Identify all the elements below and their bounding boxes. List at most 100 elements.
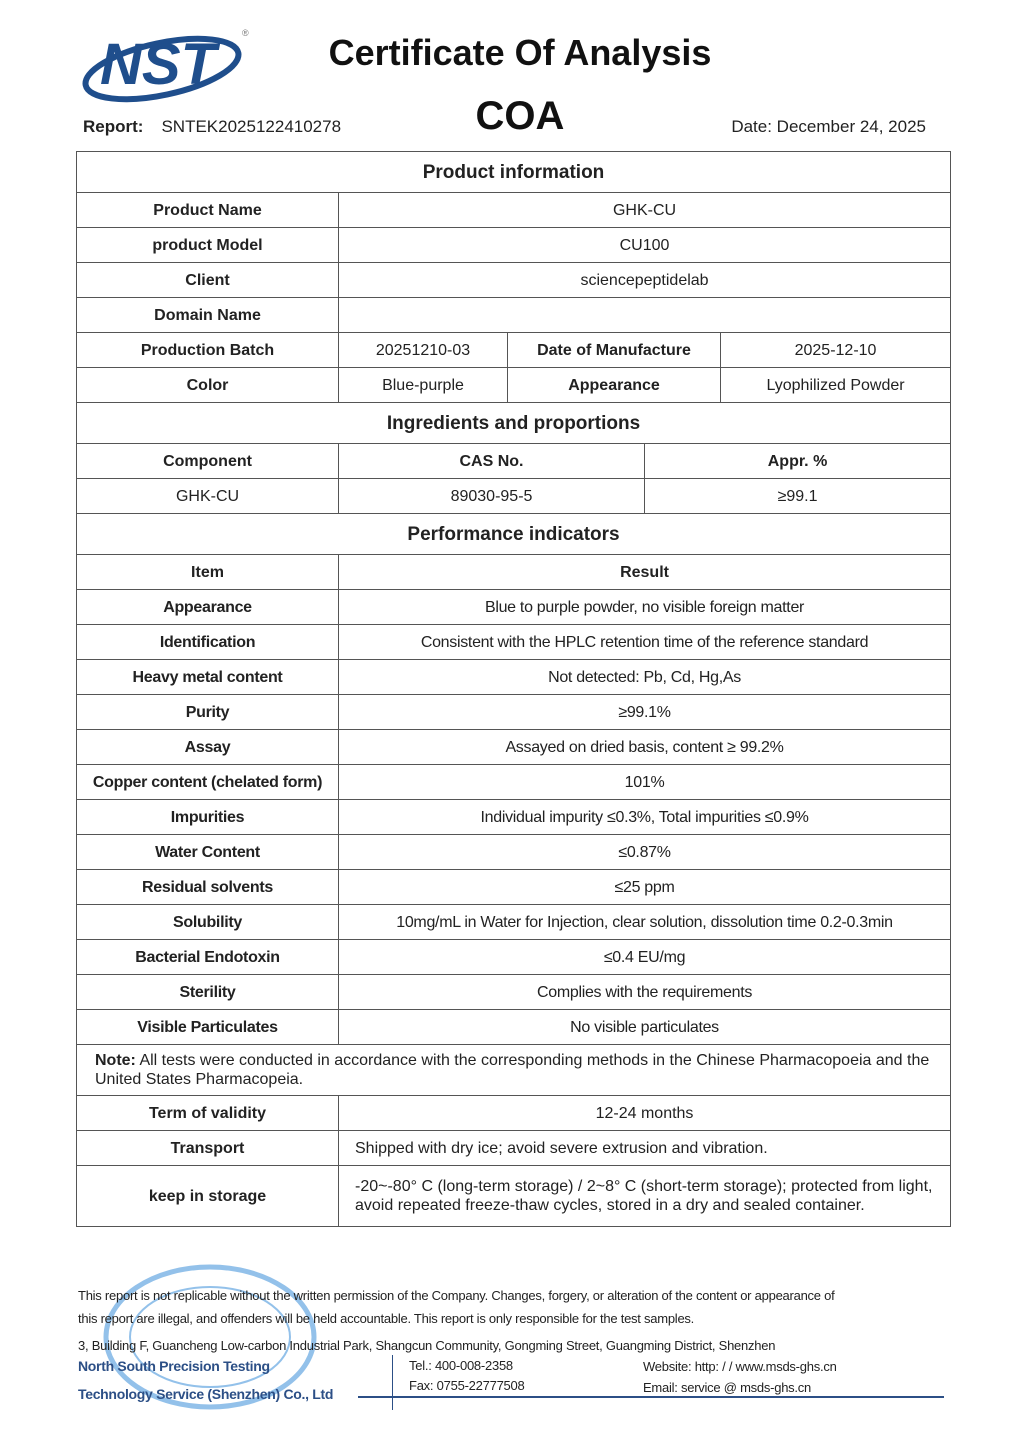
website-link[interactable]: Website: http: / / www.msds-ghs.cn	[643, 1359, 837, 1374]
table-row: product Model CU100	[76, 227, 952, 263]
table-cell: GHK-CU	[76, 478, 339, 514]
table-row: Purity ≥99.1%	[76, 694, 952, 730]
column-header: Appr. %	[643, 443, 952, 479]
document-subtitle: COA	[475, 94, 565, 138]
field-value: Lyophilized Powder	[719, 367, 952, 403]
column-header: CAS No.	[338, 443, 645, 479]
table-row: Water Content ≤0.87%	[76, 834, 952, 870]
coa-table: Product information Product Name GHK-CU pro…	[75, 151, 952, 1227]
section-title: Product information	[75, 151, 952, 193]
table-row: Product Name GHK-CU	[76, 192, 952, 228]
report-label: Report:	[83, 117, 144, 136]
item-name: Transport	[76, 1130, 339, 1166]
table-row: Domain Name	[76, 297, 952, 333]
item-name: Impurities	[76, 799, 339, 835]
table-row: Color Blue-purple Appearance Lyophilized Po…	[76, 367, 952, 403]
field-value: Blue-purple	[338, 367, 508, 403]
table-row: Impurities Individual impurity ≤0.3%, Tot…	[76, 799, 952, 835]
item-name: Heavy metal content	[76, 659, 339, 695]
address: 3, Building F, Guancheng Low-carbon Indu…	[78, 1338, 776, 1353]
table-row: Residual solvents ≤25 ppm	[76, 869, 952, 905]
table-row: Copper content (chelated form) 101%	[76, 764, 952, 800]
field-label: Color	[76, 367, 339, 403]
item-name: Bacterial Endotoxin	[76, 939, 339, 975]
footer-vertical-divider	[392, 1355, 393, 1410]
item-result: ≤25 ppm	[337, 869, 952, 905]
company-name-2: Technology Service (Shenzhen) Co., Ltd	[78, 1386, 334, 1402]
field-label: Production Batch	[76, 332, 339, 368]
item-name: Appearance	[76, 589, 339, 625]
table-row: Assay Assayed on dried basis, content ≥ 9…	[76, 729, 952, 765]
field-value	[337, 297, 952, 333]
section-title: Ingredients and proportions	[75, 402, 952, 444]
svg-text:®: ®	[242, 28, 249, 38]
table-row: Heavy metal content Not detected: Pb, Cd,…	[76, 659, 952, 695]
note-text: All tests were conducted in accordance w…	[95, 1052, 930, 1088]
field-value: 2025-12-10	[719, 332, 952, 368]
item-result: Shipped with dry ice; avoid severe extru…	[337, 1130, 952, 1166]
item-result: Not detected: Pb, Cd, Hg,As	[337, 659, 952, 695]
report-date: Date: December 24, 2025	[731, 117, 926, 136]
column-header: Result	[337, 554, 952, 590]
item-name: keep in storage	[76, 1165, 339, 1227]
column-header: Item	[76, 554, 339, 590]
item-result: Individual impurity ≤0.3%, Total impurit…	[337, 799, 952, 835]
item-result: ≤0.4 EU/mg	[337, 939, 952, 975]
item-result: 101%	[337, 764, 952, 800]
field-label: Product Name	[76, 192, 339, 228]
note-row: Note: All tests were conducted in accord…	[75, 1044, 952, 1096]
item-name: Visible Particulates	[76, 1009, 339, 1045]
field-label: Client	[76, 262, 339, 298]
table-row: keep in storage -20~-80° C (long-term sto…	[76, 1165, 952, 1227]
disclaimer-line-2: this report are illegal, and offenders w…	[78, 1311, 695, 1326]
approved-stamp	[103, 1264, 317, 1410]
table-row: Term of validity 12-24 months	[76, 1095, 952, 1131]
section-header: Ingredients and proportions	[75, 402, 952, 444]
document-title: Certificate Of Analysis	[328, 32, 712, 73]
item-result: Blue to purple powder, no visible foreig…	[337, 589, 952, 625]
item-name: Residual solvents	[76, 869, 339, 905]
table-header: Component CAS No. Appr. %	[76, 443, 952, 479]
item-result: 10mg/mL in Water for Injection, clear so…	[337, 904, 952, 940]
field-value: 20251210-03	[338, 332, 508, 368]
item-name: Purity	[76, 694, 339, 730]
item-name: Sterility	[76, 974, 339, 1010]
field-value: sciencepeptidelab	[337, 262, 952, 298]
table-cell: ≥99.1	[643, 478, 952, 514]
table-row: Client sciencepeptidelab	[76, 262, 952, 298]
field-value: CU100	[337, 227, 952, 263]
svg-text:NST: NST	[100, 32, 221, 97]
email-link[interactable]: Email: service @ msds-ghs.cn	[643, 1380, 812, 1395]
field-label: Date of Manufacture	[507, 332, 721, 368]
item-result: -20~-80° C (long-term storage) / 2~8° C …	[337, 1165, 952, 1227]
item-name: Assay	[76, 729, 339, 765]
item-name: Term of validity	[76, 1095, 339, 1131]
item-result: Consistent with the HPLC retention time …	[337, 624, 952, 660]
fax: Fax: 0755-22777508	[409, 1378, 525, 1393]
table-row: Appearance Blue to purple powder, no visi…	[76, 589, 952, 625]
column-header: Component	[76, 443, 339, 479]
table-row: Transport Shipped with dry ice; avoid sev…	[76, 1130, 952, 1166]
item-name: Water Content	[76, 834, 339, 870]
item-name: Identification	[76, 624, 339, 660]
report-value: SNTEK2025122410278	[161, 117, 342, 136]
table-row: Visible Particulates No visible particula…	[76, 1009, 952, 1045]
telephone: Tel.: 400-008-2358	[409, 1358, 513, 1373]
report-number: Report: SNTEK2025122410278	[83, 117, 341, 137]
section-title: Performance indicators	[75, 513, 952, 555]
note-label: Note:	[95, 1052, 136, 1069]
table-row: Production Batch 20251210-03 Date of Manuf…	[76, 332, 952, 368]
table-row: Bacterial Endotoxin ≤0.4 EU/mg	[76, 939, 952, 975]
footer: This report is not replicable without th…	[0, 1262, 1024, 1422]
section-header: Product information	[75, 151, 952, 193]
item-name: Copper content (chelated form)	[76, 764, 339, 800]
item-result: 12-24 months	[337, 1095, 952, 1131]
nst-logo: NST ®	[82, 28, 249, 103]
company-name-1: North South Precision Testing	[78, 1358, 270, 1374]
section-header: Performance indicators	[75, 513, 952, 555]
item-result: No visible particulates	[337, 1009, 952, 1045]
field-value: GHK-CU	[337, 192, 952, 228]
table-row: Sterility Complies with the requirements	[76, 974, 952, 1010]
field-label: Appearance	[507, 367, 721, 403]
